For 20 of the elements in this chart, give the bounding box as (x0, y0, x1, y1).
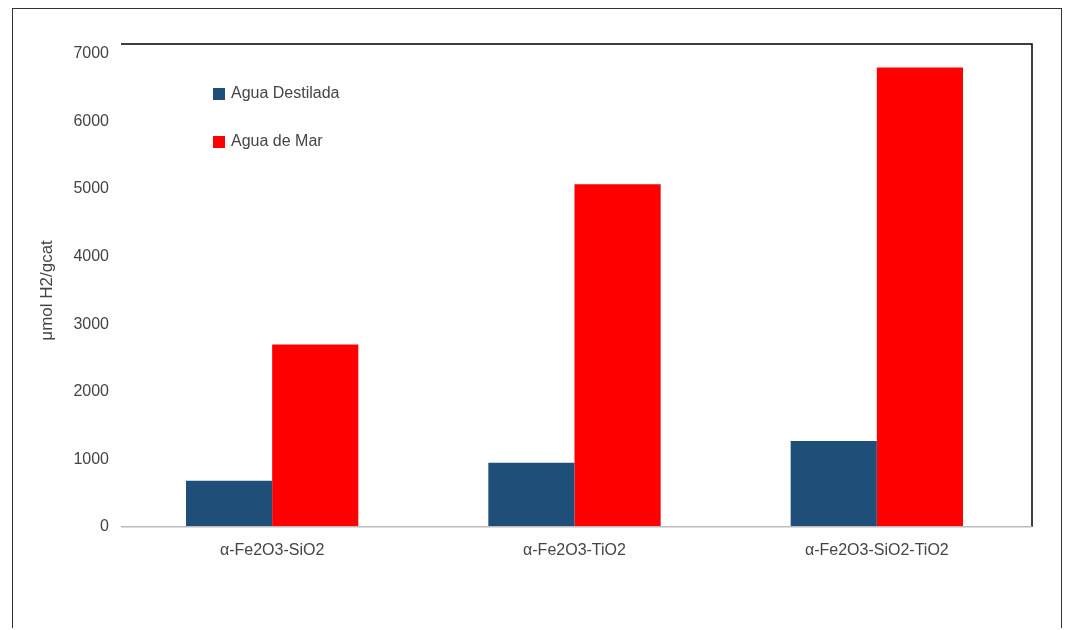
y-tick-label: 3000 (73, 314, 110, 332)
y-tick-label: 7000 (73, 44, 110, 62)
bar (790, 441, 877, 527)
bar (876, 67, 963, 527)
x-tick-label: α-Fe2O3-SiO2-TiO2 (804, 540, 949, 558)
y-tick-label: 5000 (73, 179, 110, 197)
y-tick-label: 2000 (73, 382, 110, 400)
bar (186, 480, 273, 527)
y-axis-title: μmol H2/gcat (36, 239, 56, 341)
y-tick-label: 6000 (73, 111, 110, 129)
legend-label: Agua de Mar (230, 132, 324, 150)
y-tick-label: 1000 (73, 449, 110, 467)
legend-label: Agua Destilada (230, 84, 340, 102)
x-tick-label: α-Fe2O3-SiO2 (219, 540, 325, 558)
x-tick-label: α-Fe2O3-TiO2 (523, 540, 627, 558)
bar (272, 344, 359, 527)
y-tick-label: 4000 (73, 247, 110, 265)
bar (574, 184, 661, 527)
y-tick-label: 0 (100, 517, 110, 535)
bar (488, 462, 575, 527)
